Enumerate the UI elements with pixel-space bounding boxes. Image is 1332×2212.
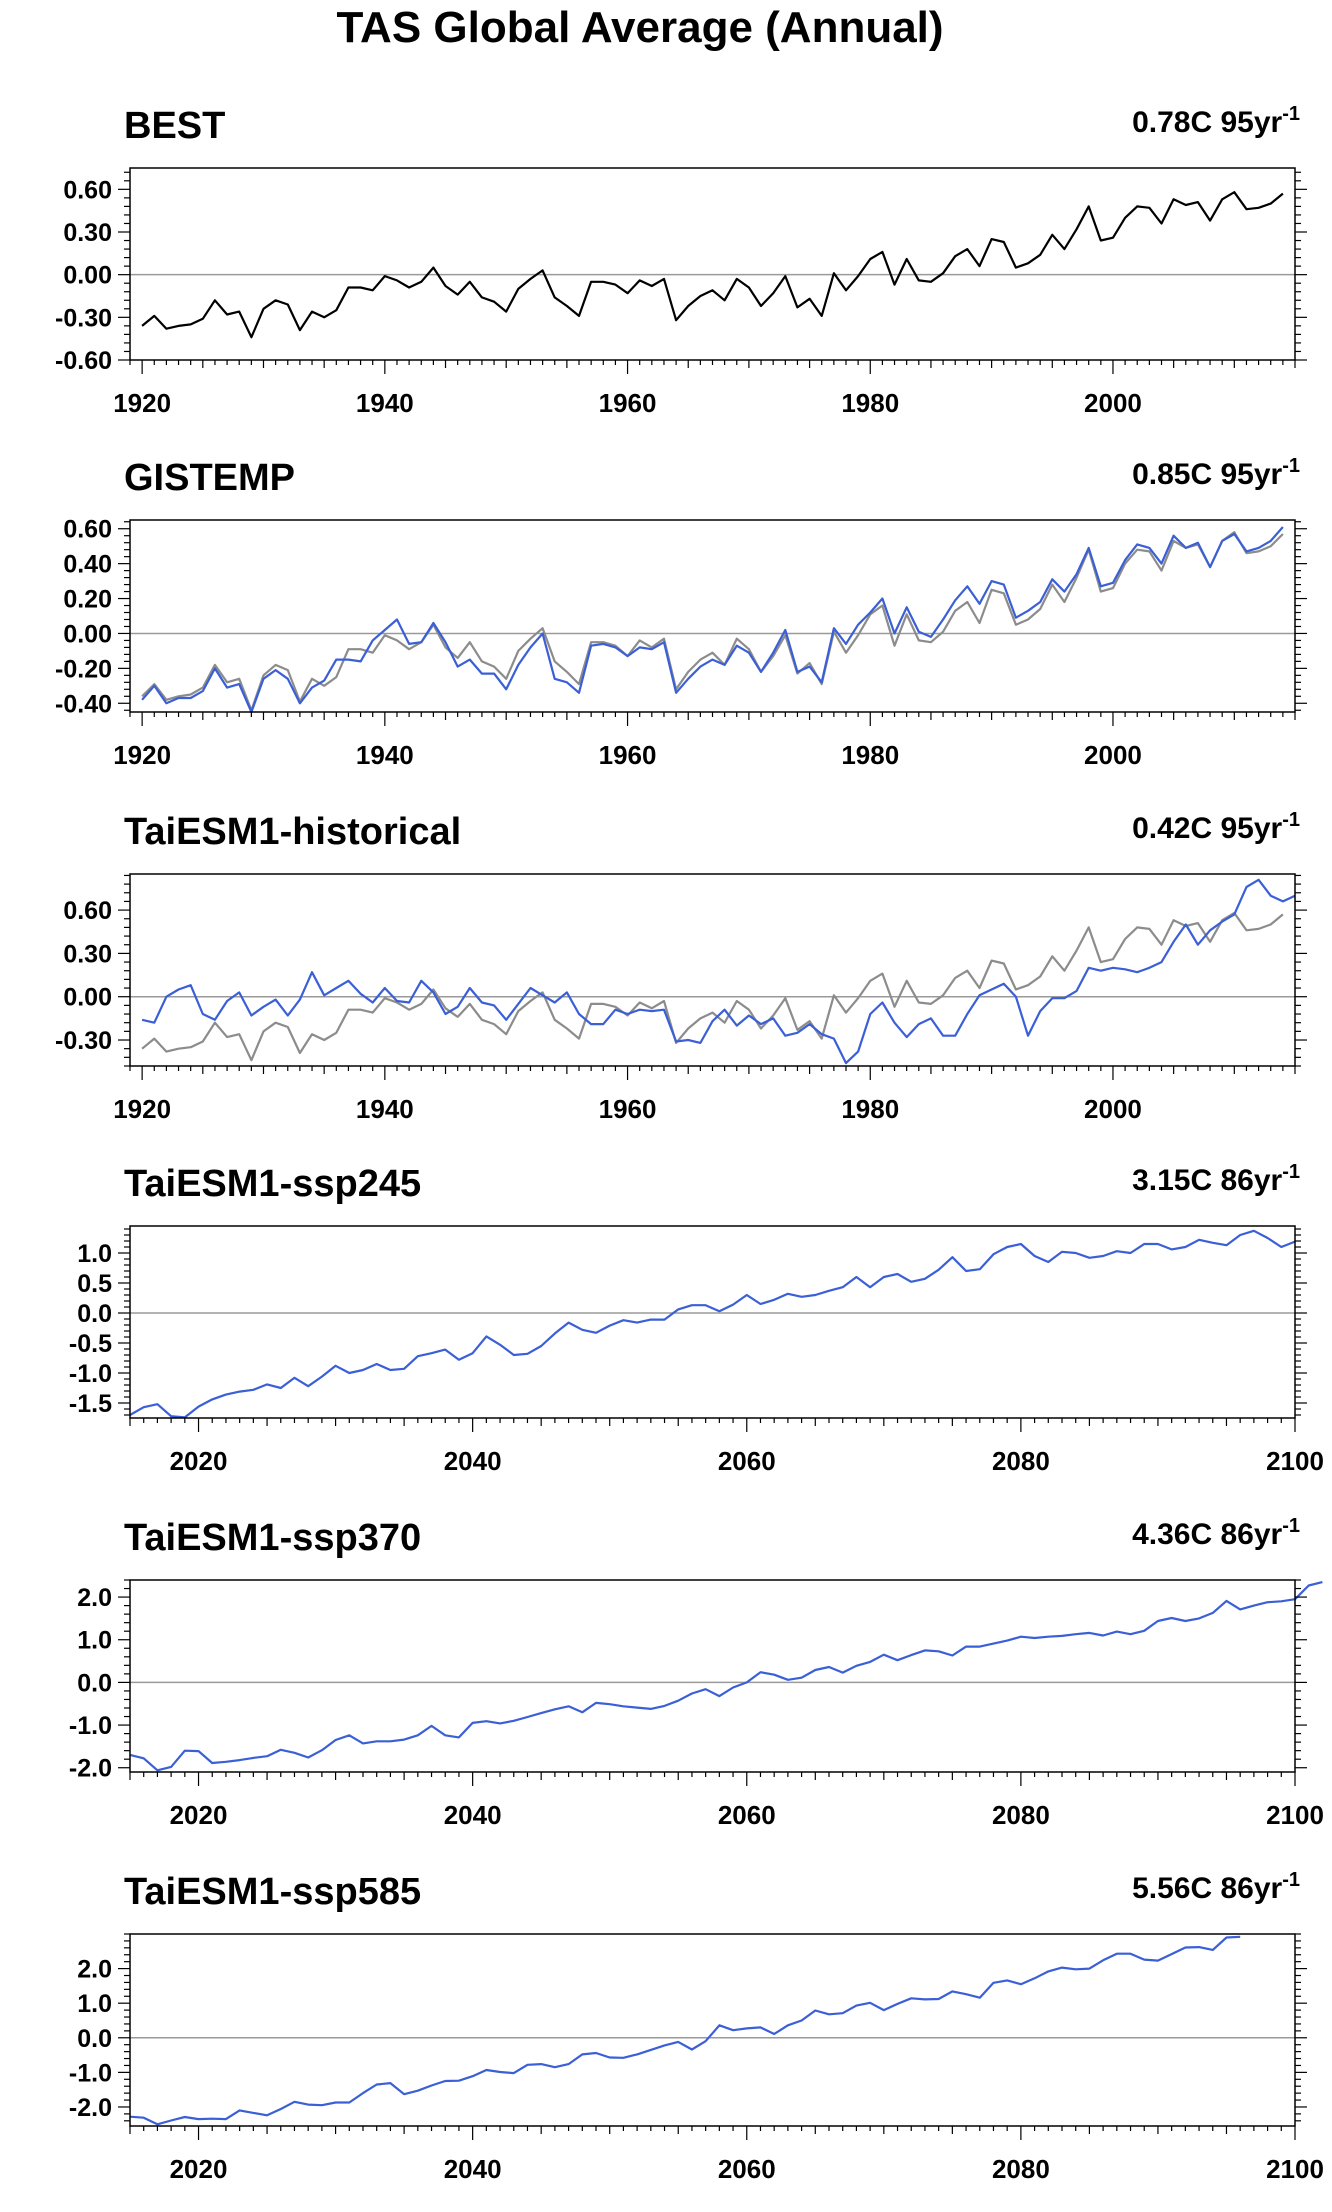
panel-title: BEST (124, 105, 225, 147)
panel-trend: 5.56C 86yr-1 (1132, 1869, 1300, 1905)
plot-frame (129, 519, 1296, 713)
series-line-0 (129, 1229, 1296, 1419)
page-title: TAS Global Average (Annual) (336, 3, 943, 52)
x-tick-label: 2000 (1084, 740, 1142, 770)
panel-trend: 3.15C 86yr-1 (1132, 1161, 1300, 1197)
x-tick-label: 2040 (444, 1446, 502, 1476)
y-tick-label: -1.0 (69, 1712, 112, 1740)
x-tick-label: 2060 (718, 2154, 776, 2184)
panel-title: GISTEMP (124, 457, 295, 499)
series-line-0 (141, 191, 1284, 339)
y-tick-label: 1.0 (77, 1240, 112, 1268)
x-tick-label: 2040 (444, 1800, 502, 1830)
y-tick-label: -1.5 (69, 1390, 112, 1418)
y-tick-label: 0.40 (63, 551, 112, 579)
x-tick-label: 2000 (1084, 1094, 1142, 1124)
y-tick-label: 2.0 (77, 1956, 112, 1984)
y-tick-label: 0.60 (63, 176, 112, 204)
y-tick-label: 0.30 (63, 219, 112, 247)
x-tick-label: 1940 (356, 740, 414, 770)
panel-trend: 4.36C 86yr-1 (1132, 1515, 1300, 1551)
panel-taiesm1-ssp245: TaiESM1-ssp245 3.15C 86yr-1 2020 2040 2060… (69, 1161, 1324, 1476)
x-tick-label: 2040 (444, 2154, 502, 2184)
y-tick-label: 0.0 (77, 1669, 112, 1697)
x-tick-label: 1920 (113, 740, 171, 770)
y-tick-label: 0.0 (77, 1300, 112, 1328)
series-line-1 (141, 878, 1296, 1065)
x-tick-label: 2080 (992, 2154, 1050, 2184)
y-tick-label: -1.0 (69, 2059, 112, 2087)
x-tick-label: 1980 (841, 388, 899, 418)
y-tick-label: 0.60 (63, 516, 112, 544)
panel-gistemp: GISTEMP 0.85C 95yr-1 1920 1940 1960 1980 200… (55, 455, 1307, 770)
panel-taiesm1-ssp370: TaiESM1-ssp370 4.36C 86yr-1 2020 2040 2060… (69, 1515, 1324, 1830)
x-tick-label: 2080 (992, 1446, 1050, 1476)
y-tick-label: 0.30 (63, 940, 112, 968)
panel-best: BEST 0.78C 95yr-1 1920 1940 1960 1980 2000 -0… (55, 103, 1307, 418)
series-line-0 (129, 1935, 1241, 2126)
panel-trend: 0.42C 95yr-1 (1132, 809, 1300, 845)
y-tick-label: -1.0 (69, 1360, 112, 1388)
y-tick-label: -0.30 (55, 304, 112, 332)
x-tick-label: 2080 (992, 1800, 1050, 1830)
y-tick-label: -2.0 (69, 2094, 112, 2122)
plot-frame (129, 1225, 1296, 1419)
x-tick-label: 2100 (1266, 2154, 1324, 2184)
y-tick-label: 0.00 (63, 262, 112, 290)
x-tick-label: 2100 (1266, 1446, 1324, 1476)
y-tick-label: 0.00 (63, 620, 112, 648)
y-tick-label: 0.60 (63, 897, 112, 925)
x-tick-label: 2020 (170, 2154, 228, 2184)
series-line-0 (129, 1581, 1323, 1772)
x-tick-label: 2060 (718, 1446, 776, 1476)
y-tick-label: 0.00 (63, 984, 112, 1012)
x-tick-label: 1960 (599, 1094, 657, 1124)
x-tick-label: 2000 (1084, 388, 1142, 418)
x-tick-label: 1960 (599, 740, 657, 770)
x-tick-label: 2100 (1266, 1800, 1324, 1830)
y-tick-label: -0.20 (55, 655, 112, 683)
panel-taiesm1-historical: TaiESM1-historical 0.42C 95yr-1 1920 1940… (55, 809, 1307, 1124)
y-tick-label: 1.0 (77, 1990, 112, 2018)
series-line-0 (141, 911, 1284, 1062)
panel-title: TaiESM1-historical (124, 811, 461, 853)
x-tick-label: 1920 (113, 388, 171, 418)
y-tick-label: -0.5 (69, 1330, 112, 1358)
y-tick-label: 0.0 (77, 2025, 112, 2053)
series-line-0 (141, 531, 1284, 712)
x-tick-label: 1940 (356, 1094, 414, 1124)
x-tick-label: 1980 (841, 1094, 899, 1124)
x-tick-label: 1940 (356, 388, 414, 418)
x-tick-label: 1960 (599, 388, 657, 418)
x-tick-label: 2020 (170, 1446, 228, 1476)
plot-frame (129, 1579, 1296, 1773)
y-tick-label: -0.30 (55, 1027, 112, 1055)
y-tick-label: 1.0 (77, 1627, 112, 1655)
y-tick-label: -0.40 (55, 690, 112, 718)
panel-trend: 0.85C 95yr-1 (1132, 455, 1300, 491)
y-tick-label: 0.20 (63, 586, 112, 614)
panel-trend: 0.78C 95yr-1 (1132, 103, 1300, 139)
x-tick-label: 2060 (718, 1800, 776, 1830)
panel-taiesm1-ssp585: TaiESM1-ssp585 5.56C 86yr-1 2020 2040 2060… (69, 1869, 1324, 2184)
series-line-1 (141, 526, 1284, 714)
x-tick-label: 1980 (841, 740, 899, 770)
panel-title: TaiESM1-ssp370 (124, 1517, 421, 1559)
plot-frame (129, 167, 1296, 361)
y-tick-label: -2.0 (69, 1755, 112, 1783)
panel-title: TaiESM1-ssp245 (124, 1163, 421, 1205)
y-tick-label: -0.60 (55, 347, 112, 375)
y-tick-label: 2.0 (77, 1584, 112, 1612)
panel-title: TaiESM1-ssp585 (124, 1871, 421, 1913)
plot-frame (129, 873, 1296, 1067)
y-tick-label: 0.5 (77, 1270, 112, 1298)
x-tick-label: 2020 (170, 1800, 228, 1830)
plot-frame (129, 1933, 1296, 2127)
x-tick-label: 1920 (113, 1094, 171, 1124)
